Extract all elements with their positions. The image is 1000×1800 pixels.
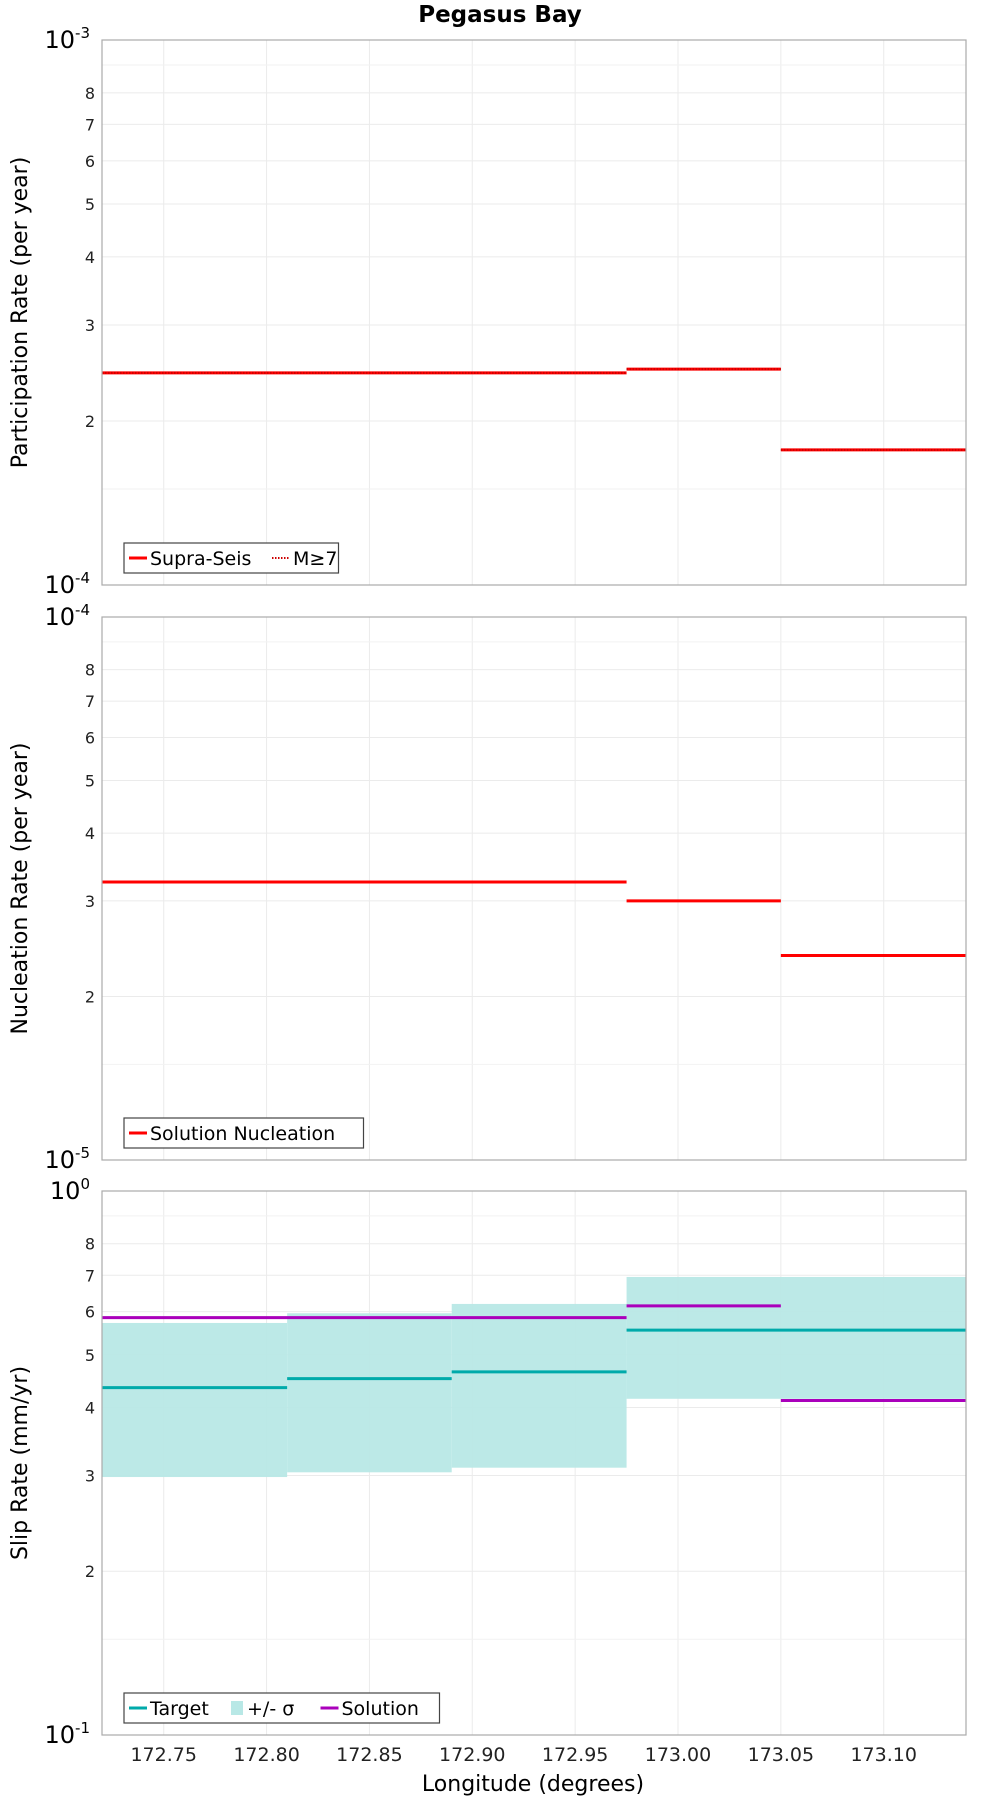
y-tick-label: 2: [85, 412, 95, 431]
panel-3: 2 3 4 5 6 7 8 10-1 100 Slip Rate (mm/yr) Target +/-…: [8, 1175, 967, 1749]
y-tick-label-decade: 10-5: [44, 1144, 90, 1174]
x-axis: 172.75 172.80 172.85 172.90 172.95 173.00 173.…: [130, 1744, 916, 1766]
y-tick-label: 8: [85, 661, 95, 680]
plot-area: [102, 617, 966, 1160]
y-tick-label: 8: [85, 84, 95, 103]
legend-label: Target: [149, 1698, 209, 1720]
series-m-7: [102, 368, 966, 451]
y-tick-label: 2: [85, 988, 95, 1007]
y-tick-label: 8: [85, 1235, 95, 1254]
y-tick-label: 7: [85, 115, 95, 134]
legend-label: Solution Nucleation: [150, 1123, 335, 1145]
plot-area: [102, 40, 966, 585]
series-solution-nucleation: [102, 880, 966, 958]
y-axis-label: Participation Rate (per year): [8, 157, 33, 469]
y-tick-label-decade: 10-3: [44, 24, 90, 54]
y-tick-label: 4: [85, 824, 95, 843]
y-tick-label: 3: [85, 892, 95, 911]
plot-frame: [101, 39, 967, 586]
chart-title: Pegasus Bay: [418, 2, 582, 28]
plot-frame: [101, 1190, 967, 1736]
x-tick-label: 172.85: [336, 1744, 402, 1766]
legend-label: Solution: [342, 1698, 419, 1720]
y-tick-label: 3: [85, 1466, 95, 1485]
y-tick-label: 7: [85, 1266, 95, 1285]
band-segment: [287, 1313, 452, 1473]
chart-panels: 2 3 4 5 6 7 8 10-4 10-3 Participation Rate (per y…: [8, 24, 967, 1749]
y-tick-label: 5: [85, 771, 95, 790]
band-segment: [451, 1303, 627, 1468]
x-tick-label: 172.90: [439, 1744, 505, 1766]
y-tick-label: 7: [85, 692, 95, 711]
legend-box: [123, 1692, 441, 1724]
legend-label: +/- σ: [247, 1698, 294, 1720]
y-tick-label: 6: [85, 728, 95, 747]
y-tick-label: 6: [85, 1303, 95, 1322]
y-tick-label-decade: 100: [50, 1175, 90, 1205]
legend: Solution Nucleation: [123, 1117, 365, 1149]
legend-swatch: [231, 1701, 243, 1715]
y-axis-label: Slip Rate (mm/yr): [8, 1366, 33, 1560]
legend: Supra-Seis M≥7: [123, 542, 340, 574]
x-tick-label: 172.80: [233, 1744, 299, 1766]
y-tick-label-decade: 10-4: [44, 601, 90, 631]
legend: Target +/- σ Solution: [123, 1692, 441, 1724]
y-tick-label: 4: [85, 248, 95, 267]
y-tick-label-decade: 10-1: [44, 1719, 90, 1749]
y-tick-label: 6: [85, 152, 95, 171]
y-tick-label: 5: [85, 195, 95, 214]
plot-frame: [101, 616, 967, 1161]
y-tick-label: 4: [85, 1398, 95, 1417]
panel-1: 2 3 4 5 6 7 8 10-4 10-3 Participation Rate (per y…: [8, 24, 967, 599]
legend-box: [123, 1117, 365, 1149]
y-tick-label: 5: [85, 1346, 95, 1365]
panel-2: 2 3 4 5 6 7 8 10-5 10-4 Nucleation Rate (per year…: [8, 601, 967, 1174]
band-segment: [102, 1322, 288, 1478]
y-axis-label: Nucleation Rate (per year): [8, 743, 33, 1035]
series-band: [102, 1276, 966, 1478]
x-tick-label: 172.95: [542, 1744, 608, 1766]
x-tick-label: 173.00: [645, 1744, 711, 1766]
y-tick-label: 2: [85, 1562, 95, 1581]
legend-box: [123, 542, 340, 574]
x-tick-label: 173.10: [850, 1744, 916, 1766]
series-target: [102, 1328, 966, 1390]
series-solution: [102, 1304, 966, 1402]
y-tick-label: 3: [85, 316, 95, 335]
legend-label: M≥7: [293, 548, 337, 570]
x-tick-label: 172.75: [130, 1744, 196, 1766]
x-axis-label: Longitude (degrees): [422, 1772, 644, 1797]
band-segment: [626, 1276, 966, 1399]
x-tick-label: 173.05: [748, 1744, 814, 1766]
legend-label: Supra-Seis: [150, 548, 251, 570]
y-tick-label-decade: 10-4: [44, 569, 90, 599]
